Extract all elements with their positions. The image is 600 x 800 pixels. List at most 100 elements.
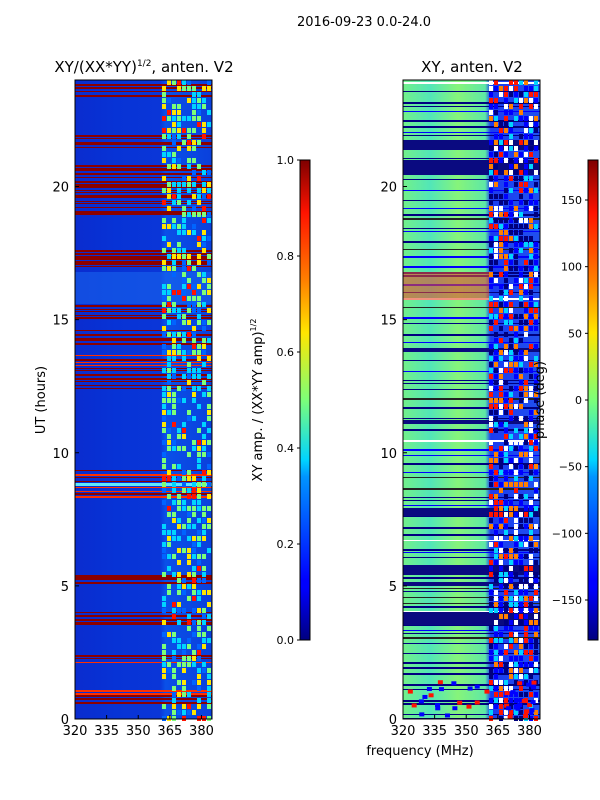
heatmap-cell: [524, 176, 528, 181]
heatmap-cell: [489, 428, 493, 433]
heatmap-cell: [207, 188, 211, 193]
heatmap-cell: [514, 362, 518, 367]
heatmap-cell: [202, 590, 206, 595]
heatmap-cell: [192, 338, 196, 343]
heatmap-stripe: [75, 658, 212, 659]
heatmap-cell: [177, 464, 181, 469]
heatmap-cell: [529, 152, 533, 157]
heatmap-cell: [187, 506, 191, 511]
heatmap-cell: [182, 332, 186, 337]
heatmap-cell: [514, 440, 518, 445]
heatmap-stripe: [403, 630, 540, 631]
heatmap-cell: [509, 356, 513, 361]
heatmap-stripe: [403, 241, 540, 243]
heatmap-cell: [489, 344, 493, 349]
heatmap-cell: [162, 296, 166, 301]
heatmap-cell: [435, 703, 441, 708]
heatmap-cell: [524, 170, 528, 175]
heatmap-cell: [504, 272, 508, 277]
heatmap-stripe: [403, 317, 540, 319]
heatmap-cell: [504, 662, 508, 667]
heatmap-cell: [162, 644, 166, 649]
heatmap-cell: [509, 122, 513, 127]
heatmap-stripe: [403, 684, 540, 686]
heatmap-cell: [519, 434, 523, 439]
heatmap-cell: [202, 392, 206, 397]
heatmap-cell: [207, 386, 211, 391]
heatmap-cell: [426, 686, 432, 691]
heatmap-cell: [192, 326, 196, 331]
heatmap-cell: [534, 278, 538, 283]
heatmap-cell: [202, 632, 206, 637]
heatmap-cell: [197, 92, 201, 97]
heatmap-cell: [182, 284, 186, 289]
heatmap-cell: [494, 104, 498, 109]
heatmap-cell: [514, 236, 518, 241]
heatmap-cell: [514, 680, 518, 685]
heatmap-cell: [207, 374, 211, 379]
heatmap-cell: [172, 290, 176, 295]
heatmap-cell: [202, 506, 206, 511]
heatmap-cell: [534, 128, 538, 133]
colorbar-tick-label: 0.4: [277, 442, 295, 455]
heatmap-cell: [202, 524, 206, 529]
heatmap-cell: [494, 422, 498, 427]
heatmap-cell: [504, 284, 508, 289]
heatmap-cell: [499, 338, 503, 343]
heatmap-stripe: [403, 307, 540, 308]
heatmap-cell: [192, 296, 196, 301]
y-tick-label: 15: [380, 314, 397, 329]
heatmap-cell: [509, 662, 513, 667]
heatmap-cell: [519, 110, 523, 115]
heatmap-cell: [177, 134, 181, 139]
heatmap-stripe: [75, 698, 212, 700]
heatmap-cell: [207, 320, 211, 325]
heatmap-cell: [202, 218, 206, 223]
y-tick-label: 10: [380, 447, 397, 462]
heatmap-cell: [182, 314, 186, 319]
left-heatmap-blocks: [162, 80, 211, 721]
heatmap-cell: [529, 164, 533, 169]
heatmap-cell: [514, 614, 518, 619]
heatmap-stripe: [403, 132, 540, 133]
heatmap-cell: [494, 476, 498, 481]
heatmap-cell: [519, 380, 523, 385]
heatmap-cell: [177, 290, 181, 295]
heatmap-cell: [506, 706, 512, 711]
heatmap-cell: [167, 470, 171, 475]
heatmap-cell: [202, 536, 206, 541]
heatmap-cell: [519, 482, 523, 487]
heatmap-cell: [177, 518, 181, 523]
heatmap-cell: [177, 146, 181, 151]
heatmap-cell: [187, 302, 191, 307]
heatmap-cell: [534, 80, 538, 85]
colorbar-tick-label: −50: [559, 461, 582, 474]
y-tick-label: 5: [61, 580, 69, 595]
heatmap-cell: [494, 302, 498, 307]
heatmap-cell: [504, 691, 510, 696]
heatmap-cell: [494, 452, 498, 457]
heatmap-cell: [524, 236, 528, 241]
heatmap-cell: [162, 398, 166, 403]
heatmap-cell: [494, 524, 498, 529]
heatmap-cell: [499, 710, 503, 715]
heatmap-cell: [192, 524, 196, 529]
heatmap-cell: [494, 398, 498, 403]
heatmap-stripe: [403, 577, 540, 579]
heatmap-cell: [514, 692, 518, 697]
heatmap-cell: [529, 560, 533, 565]
heatmap-cell: [529, 248, 533, 253]
heatmap-cell: [192, 110, 196, 115]
heatmap-cell: [197, 620, 201, 625]
heatmap-cell: [484, 689, 490, 694]
heatmap-cell: [514, 80, 518, 85]
heatmap-cell: [182, 320, 186, 325]
heatmap-cell: [519, 194, 523, 199]
heatmap-cell: [499, 536, 503, 541]
heatmap-cell: [529, 530, 533, 535]
heatmap-cell: [519, 524, 523, 529]
heatmap-cell: [167, 512, 171, 517]
x-tick-label: 380: [517, 724, 542, 739]
heatmap-cell: [197, 542, 201, 547]
heatmap-cell: [529, 392, 533, 397]
